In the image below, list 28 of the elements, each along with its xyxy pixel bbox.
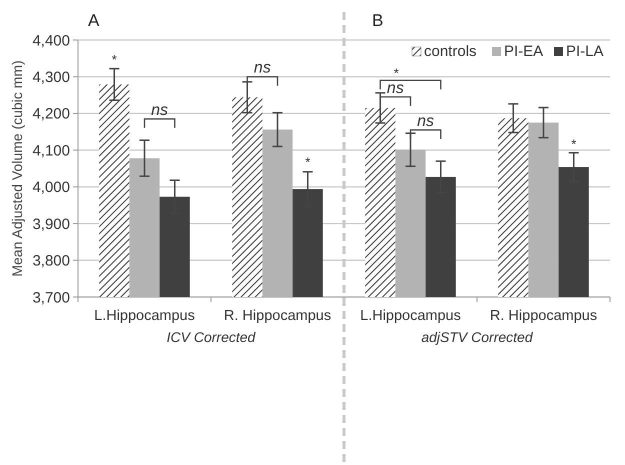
x-tick-label: R. Hippocampus: [224, 308, 332, 324]
y-tick-label: 3,700: [32, 289, 70, 306]
y-axis-title: Mean Adjusted Volume (cubic mm): [9, 60, 25, 277]
text: A: [88, 11, 100, 30]
y-tick-label: 4,200: [32, 106, 70, 123]
legend-label: PI-LA: [566, 43, 604, 60]
annotation: *: [394, 65, 399, 80]
y-tick-label: 3,800: [32, 252, 70, 270]
annotation: *: [571, 136, 576, 152]
annotation: *: [112, 52, 117, 67]
x-tick-label: L.Hippocampus: [94, 308, 195, 324]
legend-label: PI-EA: [504, 43, 544, 60]
x-tick-label: L.Hippocampus: [360, 308, 461, 324]
annotation: ns: [151, 102, 168, 119]
y-tick-label: 4,400: [32, 32, 70, 50]
legend-label: controls: [424, 43, 477, 60]
y-tick-label: 4,100: [32, 142, 70, 160]
annotation: ns: [417, 112, 434, 130]
y-tick-label: 4,000: [32, 179, 70, 196]
y-tick-label: 3,900: [32, 216, 70, 233]
y-tick-label: 4,300: [32, 68, 70, 86]
x-tick-label: R. Hippocampus: [490, 308, 598, 324]
text: B: [372, 11, 384, 30]
annotation: ns: [386, 80, 404, 97]
annotation: ns: [254, 60, 271, 77]
annotation: *: [305, 154, 310, 170]
text: adjSTV Corrected: [421, 329, 534, 345]
text: ICV Corrected: [166, 329, 257, 345]
